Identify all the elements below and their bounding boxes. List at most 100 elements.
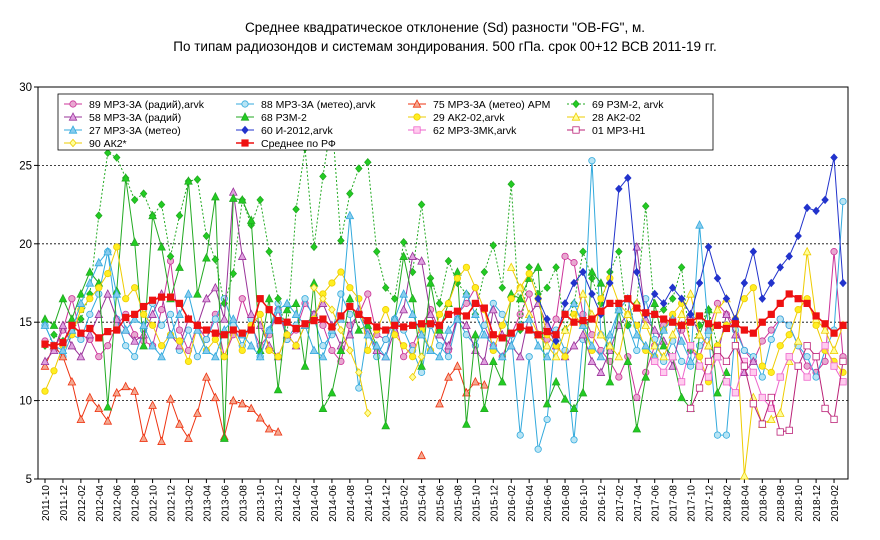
data-point bbox=[283, 318, 291, 326]
x-tick-label: 2018-04 bbox=[740, 485, 751, 522]
data-point bbox=[749, 284, 757, 292]
x-tick-label: 2014-02 bbox=[292, 485, 303, 522]
data-point bbox=[157, 242, 166, 251]
data-point bbox=[767, 278, 776, 288]
data-point bbox=[660, 368, 668, 376]
data-point bbox=[561, 299, 569, 308]
x-tick-label: 2015-08 bbox=[453, 485, 464, 522]
x-axis: 2011-10 2011-12 2012-02 2012-04 2012-06 2012-… bbox=[41, 479, 841, 522]
legend-label: 60 И-2012,arvk bbox=[261, 125, 334, 137]
data-point bbox=[157, 321, 166, 329]
data-point bbox=[382, 306, 390, 314]
data-point bbox=[785, 353, 793, 361]
data-point bbox=[570, 318, 578, 326]
legend-label: 69 РЗМ-2, arvk bbox=[592, 99, 664, 111]
data-point bbox=[650, 289, 659, 299]
legend-label: 90 АК2* bbox=[89, 138, 127, 150]
data-point bbox=[578, 289, 588, 298]
data-point bbox=[820, 325, 830, 334]
data-point bbox=[211, 335, 219, 344]
data-point bbox=[291, 298, 301, 307]
data-point bbox=[597, 307, 605, 315]
data-point bbox=[139, 329, 148, 339]
data-point bbox=[552, 263, 560, 272]
data-point bbox=[596, 278, 606, 287]
data-point bbox=[255, 412, 265, 422]
data-point bbox=[364, 158, 372, 167]
data-point bbox=[615, 184, 623, 194]
data-point bbox=[408, 293, 417, 303]
data-point bbox=[704, 325, 713, 334]
legend-label: 01 МРЗ-Н1 bbox=[592, 125, 646, 137]
data-point bbox=[184, 433, 193, 442]
data-point bbox=[157, 293, 166, 301]
data-point bbox=[498, 334, 506, 342]
data-point bbox=[596, 351, 606, 361]
y-tick-label: 20 bbox=[19, 239, 32, 251]
data-point bbox=[157, 351, 166, 361]
plot-frame bbox=[37, 86, 849, 480]
data-point bbox=[650, 325, 660, 334]
data-point bbox=[524, 314, 534, 323]
data-point bbox=[408, 372, 417, 382]
data-point bbox=[94, 403, 104, 413]
data-point bbox=[309, 345, 319, 355]
data-point bbox=[453, 361, 462, 370]
data-point bbox=[668, 294, 677, 303]
x-tick-label: 2012-08 bbox=[131, 485, 142, 522]
data-point bbox=[722, 431, 731, 439]
data-point bbox=[202, 335, 210, 344]
data-point bbox=[444, 372, 453, 381]
data-point bbox=[614, 304, 624, 314]
data-point bbox=[319, 321, 327, 329]
y-tick-label: 30 bbox=[19, 82, 32, 94]
data-point bbox=[749, 368, 757, 376]
data-point bbox=[391, 321, 399, 329]
data-point bbox=[543, 283, 551, 292]
data-point bbox=[542, 398, 552, 408]
data-point bbox=[471, 309, 480, 318]
data-point bbox=[202, 293, 211, 303]
data-point bbox=[633, 393, 641, 402]
data-point bbox=[642, 201, 650, 211]
data-point bbox=[722, 294, 731, 303]
data-point bbox=[776, 263, 784, 272]
data-point bbox=[283, 331, 291, 339]
data-point bbox=[59, 338, 67, 347]
data-point bbox=[211, 392, 220, 402]
data-point bbox=[382, 335, 390, 344]
data-point bbox=[785, 426, 793, 434]
data-point bbox=[282, 298, 292, 307]
data-point bbox=[480, 267, 489, 277]
data-point bbox=[345, 329, 355, 339]
data-point bbox=[695, 362, 704, 370]
data-point bbox=[131, 353, 139, 361]
data-point bbox=[67, 340, 77, 350]
data-point bbox=[497, 351, 507, 361]
data-point bbox=[229, 326, 237, 334]
data-point bbox=[597, 295, 605, 303]
data-point bbox=[381, 420, 391, 430]
data-point bbox=[722, 309, 731, 318]
data-point bbox=[95, 211, 103, 220]
data-point bbox=[606, 278, 614, 288]
data-point bbox=[211, 329, 219, 337]
data-point bbox=[274, 353, 282, 361]
data-point bbox=[776, 373, 784, 381]
x-tick-label: 2014-12 bbox=[382, 485, 393, 522]
data-point bbox=[41, 340, 49, 348]
data-point bbox=[148, 210, 157, 220]
data-point bbox=[623, 356, 633, 366]
x-tick-label: 2018-02 bbox=[722, 485, 733, 522]
data-point bbox=[633, 346, 641, 355]
data-point bbox=[364, 290, 372, 298]
legend-marker bbox=[571, 112, 581, 121]
data-point bbox=[354, 325, 364, 334]
data-point bbox=[462, 289, 471, 298]
data-point bbox=[237, 251, 247, 260]
data-point bbox=[660, 315, 668, 323]
data-point bbox=[300, 361, 310, 370]
data-point bbox=[364, 317, 372, 325]
data-point bbox=[417, 329, 426, 339]
data-point bbox=[579, 267, 587, 277]
